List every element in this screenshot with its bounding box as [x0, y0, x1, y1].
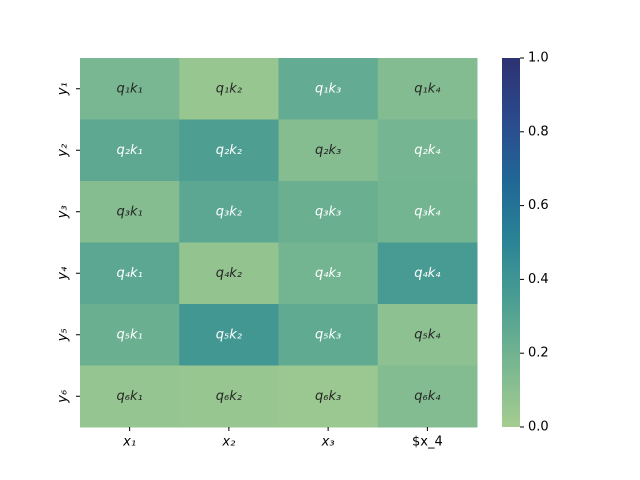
x-tick-label: x₂	[221, 435, 235, 450]
colorbar	[502, 58, 520, 427]
cell-annotation: q₂k₄	[414, 143, 441, 158]
colorbar-tick-label: 0.8	[528, 124, 549, 139]
cell-annotation: q₆k₂	[216, 389, 242, 404]
heatmap-cell	[179, 365, 279, 428]
cell-annotation: q₅k₃	[315, 327, 341, 342]
cell-annotation: q₁k₂	[216, 81, 242, 96]
heatmap-cell	[80, 58, 180, 120]
cell-annotation: q₅k₂	[216, 327, 242, 342]
cell-annotation: q₆k₄	[414, 389, 441, 404]
heatmap-cell	[179, 242, 279, 305]
cell-annotation: q₁k₃	[315, 81, 341, 96]
x-tick-label: x₁	[122, 435, 136, 450]
colorbar-tick-label: 0.4	[528, 272, 549, 287]
heatmap-cell	[377, 242, 478, 305]
y-tick-label: y₅	[56, 328, 71, 342]
cell-annotation: q₄k₃	[315, 266, 341, 281]
heatmap-cell	[278, 119, 379, 182]
heatmap-cell	[278, 365, 379, 428]
cell-annotation: q₆k₁	[117, 389, 143, 404]
colorbar-tick-label: 0.6	[528, 198, 549, 213]
cell-annotation: q₃k₃	[315, 204, 341, 219]
heatmap-cell	[377, 181, 478, 243]
cell-annotation: q₃k₁	[117, 204, 143, 219]
heatmap-cell	[278, 181, 379, 243]
y-tick-label: y₆	[56, 390, 71, 404]
cell-annotation: q₁k₁	[117, 81, 143, 96]
cell-annotation: q₆k₃	[315, 389, 341, 404]
heatmap-cell	[278, 304, 379, 366]
heatmap-cell	[278, 242, 379, 305]
cell-annotation: q₂k₂	[216, 143, 242, 158]
cell-annotation: q₂k₃	[315, 143, 341, 158]
heatmap-cell	[179, 181, 279, 243]
heatmap-cell	[80, 304, 180, 366]
heatmap-cell	[179, 304, 279, 366]
heatmap-cell	[377, 58, 478, 120]
heatmap-cell	[377, 304, 478, 366]
cell-annotation: q₂k₁	[117, 143, 143, 158]
colorbar-tick-label: 0.0	[528, 420, 549, 435]
heatmap-cell	[80, 119, 180, 182]
heatmap-cell	[179, 119, 279, 182]
y-tick-label: y₃	[56, 205, 71, 219]
heatmap-cell	[179, 58, 279, 120]
colorbar-tick-label: 0.2	[528, 346, 549, 361]
heatmap-cell	[80, 242, 180, 305]
cell-annotation: q₃k₂	[216, 204, 242, 219]
cell-annotation: q₅k₄	[414, 327, 441, 342]
cell-annotation: q₅k₁	[117, 327, 143, 342]
y-tick-label: y₁	[56, 82, 71, 96]
cell-annotation: q₄k₁	[117, 266, 143, 281]
cell-annotation: q₄k₂	[216, 266, 242, 281]
heatmap-cell	[80, 365, 180, 428]
colorbar-tick-label: 1.0	[528, 51, 549, 66]
cell-annotation: q₄k₄	[414, 266, 441, 281]
x-tick-label: $x_4	[412, 435, 443, 450]
heatmap-cell	[80, 181, 180, 243]
heatmap-cell	[278, 58, 379, 120]
cell-annotation: q₃k₄	[414, 204, 441, 219]
cell-annotation: q₁k₄	[414, 81, 441, 96]
heatmap-cell	[377, 119, 478, 182]
y-tick-label: y₂	[56, 144, 71, 158]
x-tick-label: x₃	[321, 435, 335, 450]
heatmap-cell	[377, 365, 478, 428]
y-tick-label: y₄	[56, 266, 71, 281]
